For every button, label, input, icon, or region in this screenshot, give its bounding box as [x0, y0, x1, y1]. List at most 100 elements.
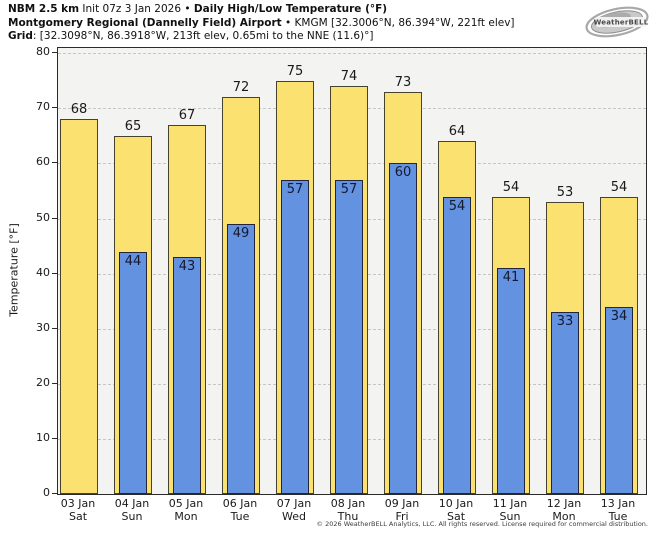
x-tick-weekday: Mon: [552, 510, 576, 523]
high-value-label: 68: [70, 102, 88, 118]
x-tick-weekday: Fri: [395, 510, 409, 523]
station-name: Montgomery Regional (Dannelly Field) Air…: [8, 16, 282, 29]
y-tick-label-40: 40: [36, 265, 50, 279]
y-tick-mark-30: [52, 327, 57, 329]
y-tick-label-10: 10: [36, 430, 50, 444]
x-tick-label-09-Jan: 09 Jan Fri: [372, 497, 432, 523]
y-tick-label-0: 0: [43, 486, 50, 499]
bullet-separator: •: [184, 3, 191, 15]
y-tick-mark-40: [52, 272, 57, 274]
plot-area: 68 65 44 67 43 72 49 75 57 74 57 73 60 64 54 54 41 53 33 54…: [57, 47, 647, 495]
low-value-label: 60: [394, 165, 412, 181]
x-tick-date: 08 Jan: [330, 497, 366, 510]
x-tick-date: 10 Jan: [438, 497, 474, 510]
y-tick-mark-60: [52, 162, 57, 164]
bullet-separator-2: •: [285, 16, 292, 29]
x-tick-date: 11 Jan: [492, 497, 528, 510]
bar-low-04-Jan: [119, 251, 147, 494]
weatherbell-logo-icon: WeatherBELL: [585, 6, 649, 38]
x-tick-date: 05 Jan: [168, 497, 204, 510]
y-tick-mark-0: [52, 493, 57, 494]
grid-meta: : [32.3098°N, 86.3918°W, 213ft elev, 0.6…: [32, 30, 374, 42]
y-tick-mark-50: [52, 217, 57, 219]
high-value-label: 73: [394, 74, 412, 90]
bar-low-13-Jan: [605, 306, 633, 494]
title-line-3: Grid: [32.3098°N, 86.3918°W, 213ft elev,…: [8, 30, 515, 44]
low-value-label: 44: [124, 253, 142, 269]
y-tick-mark-10: [52, 437, 57, 439]
x-tick-label-04-Jan: 04 Jan Sun: [102, 497, 162, 523]
high-value-label: 75: [286, 63, 304, 79]
y-tick-label-30: 30: [36, 320, 50, 334]
x-tick-date: 07 Jan: [276, 497, 312, 510]
x-tick-weekday: Sun: [499, 510, 521, 523]
x-tick-date: 06 Jan: [222, 497, 258, 510]
high-value-label: 54: [610, 179, 628, 195]
station-meta: KMGM [32.3006°N, 86.394°W, 221ft elev]: [294, 16, 515, 29]
high-value-label: 53: [556, 185, 574, 200]
x-tick-label-12-Jan: 12 Jan Mon: [534, 497, 594, 523]
high-value-label: 64: [448, 124, 466, 140]
y-tick-label-70: 70: [36, 100, 50, 114]
y-tick-label-80: 80: [36, 45, 50, 59]
x-tick-label-06-Jan: 06 Jan Tue: [210, 497, 270, 523]
copyright-notice: © 2026 WeatherBELL Analytics, LLC. All r…: [316, 520, 648, 528]
header: NBM 2.5 km Init 07z 3 Jan 2026 • Daily H…: [8, 3, 515, 44]
init-time: Init 07z 3 Jan 2026: [82, 3, 182, 15]
weatherbell-logo-text: WeatherBELL: [594, 19, 649, 27]
y-axis-title: Temperature [°F]: [7, 223, 21, 317]
x-tick-weekday: Wed: [282, 510, 306, 523]
grid-label: Grid: [8, 30, 33, 42]
high-value-label: 74: [340, 69, 358, 85]
x-tick-date: 03 Jan: [60, 497, 96, 510]
high-value-label: 72: [232, 80, 250, 96]
bar-low-08-Jan: [335, 179, 363, 494]
weatherbell-logo: WeatherBELL: [582, 2, 652, 42]
low-value-label: 57: [286, 181, 304, 197]
x-tick-label-11-Jan: 11 Jan Sun: [480, 497, 540, 523]
x-tick-weekday: Tue: [230, 510, 250, 523]
gridline-80: [58, 53, 646, 55]
title-line-2: Montgomery Regional (Dannelly Field) Air…: [8, 17, 515, 31]
x-tick-label-10-Jan: 10 Jan Sat: [426, 497, 486, 523]
product-title: Daily High/Low Temperature (°F): [193, 3, 388, 15]
high-value-label: 54: [502, 179, 520, 195]
title-line-1: NBM 2.5 km Init 07z 3 Jan 2026 • Daily H…: [8, 3, 515, 17]
x-tick-date: 13 Jan: [600, 497, 636, 510]
low-value-label: 49: [232, 226, 250, 241]
x-tick-label-03-Jan: 03 Jan Sat: [48, 497, 108, 523]
bar-low-07-Jan: [281, 179, 309, 494]
high-value-label: 67: [178, 107, 196, 123]
bar-low-10-Jan: [443, 196, 471, 494]
x-tick-label-05-Jan: 05 Jan Mon: [156, 497, 216, 523]
bar-low-05-Jan: [173, 257, 201, 494]
x-tick-date: 12 Jan: [546, 497, 582, 510]
bar-high-03-Jan: [60, 119, 98, 494]
x-tick-label-07-Jan: 07 Jan Wed: [264, 497, 324, 523]
y-tick-label-50: 50: [36, 210, 50, 224]
bar-low-06-Jan: [227, 224, 255, 494]
low-value-label: 54: [448, 198, 466, 214]
y-tick-label-60: 60: [36, 155, 50, 169]
bar-low-09-Jan: [389, 163, 417, 494]
x-tick-date: 04 Jan: [114, 497, 150, 510]
x-tick-label-08-Jan: 08 Jan Thu: [318, 497, 378, 523]
x-tick-weekday: Sat: [68, 510, 88, 523]
x-tick-weekday: Tue: [608, 510, 628, 523]
low-value-label: 41: [502, 270, 520, 286]
x-tick-weekday: Sat: [446, 510, 466, 523]
x-tick-weekday: Thu: [337, 510, 359, 523]
x-tick-weekday: Mon: [174, 510, 198, 523]
low-value-label: 43: [178, 259, 196, 275]
y-tick-mark-20: [52, 382, 57, 384]
bar-low-11-Jan: [497, 268, 525, 494]
low-value-label: 34: [610, 308, 628, 324]
model-name: NBM 2.5 km: [8, 3, 80, 15]
x-tick-weekday: Sun: [121, 510, 143, 523]
x-tick-label-13-Jan: 13 Jan Tue: [588, 497, 648, 523]
y-tick-label-20: 20: [36, 375, 50, 389]
y-tick-mark-70: [52, 107, 57, 109]
high-value-label: 65: [124, 118, 142, 134]
low-value-label: 57: [340, 181, 358, 197]
